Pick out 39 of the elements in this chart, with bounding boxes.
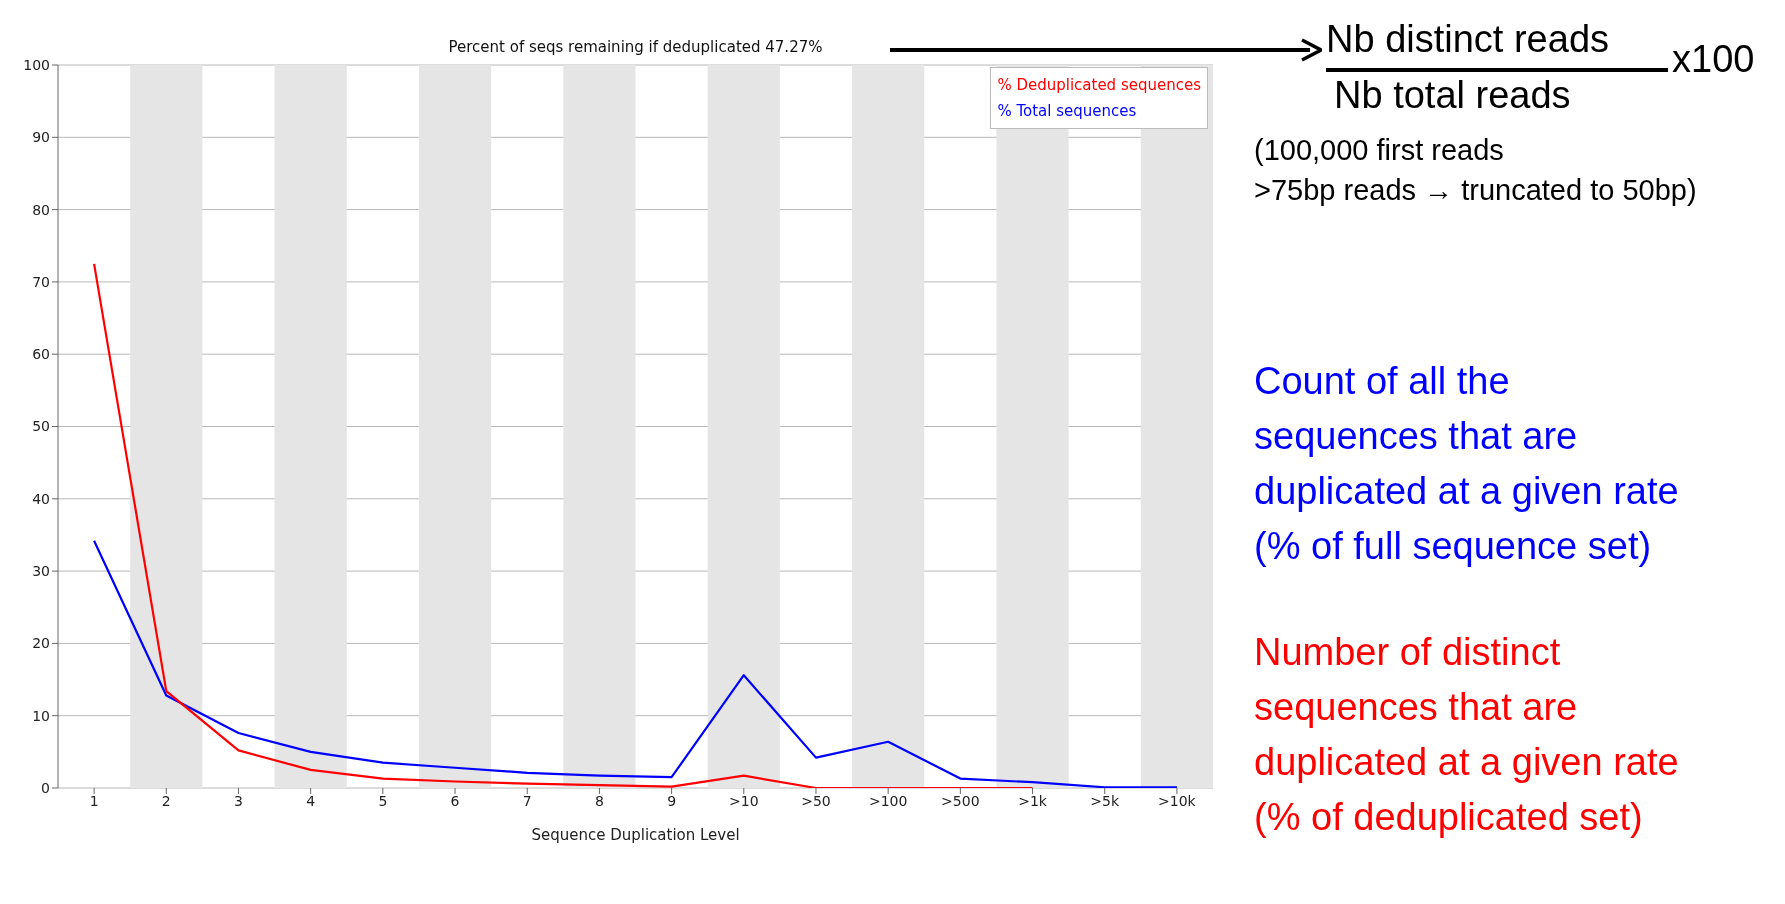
x-tick-label: >100 (868, 792, 908, 809)
line-series (92, 539, 1179, 788)
x-tick-label: 2 (161, 792, 171, 809)
chart-title: Percent of seqs remaining if deduplicated 47.27% (447, 38, 824, 56)
y-tick-label: 20 (32, 635, 50, 652)
y-tick-label: 50 (32, 418, 50, 435)
y-tick-label: 60 (32, 346, 50, 363)
x-tick-label: 6 (450, 792, 460, 809)
text: Nb total reads (1334, 73, 1571, 118)
x-tick-label: >500 (941, 792, 980, 809)
x-tick-label: >5k (1090, 792, 1120, 809)
y-tick-label: 30 (32, 563, 50, 580)
x-tick-label: 5 (378, 792, 388, 809)
text: (100,000 first reads >75bp reads → truncated to 50bp) (1254, 133, 1697, 208)
y-tick-label: 70 (32, 273, 50, 290)
x-tick-label: 3 (234, 792, 243, 809)
text: Nb distinct reads (1326, 17, 1610, 62)
x-tick-label: >10 (729, 792, 759, 809)
x-tick-label: 7 (522, 792, 532, 809)
x-tick-label: 4 (306, 792, 316, 809)
x-tick-label: 9 (667, 792, 677, 809)
x-axis-title: Sequence Duplication Level (531, 826, 740, 844)
y-tick-label: 100 (23, 56, 50, 73)
y-tick-label: 90 (32, 129, 50, 146)
line-series (92, 262, 1034, 788)
text: Count of all the sequences that are duplicated at a given rate (% of full sequence set) (1254, 359, 1679, 569)
x-tick-label: >1k (1018, 792, 1048, 809)
x-tick-label: >10k (1158, 792, 1197, 809)
y-tick-label: 0 (41, 779, 50, 796)
x-tick-label: >50 (801, 792, 831, 809)
y-tick-label: 40 (32, 490, 50, 507)
y-tick-label: 80 (32, 201, 50, 218)
y-tick-label: 10 (32, 707, 50, 724)
text: x100 (1672, 37, 1755, 82)
text: Number of distinct sequences that are duplicated at a given rate (% of deduplicated set) (1254, 630, 1679, 840)
text: % Deduplicated sequences (997, 75, 1201, 96)
text: % Total sequences (997, 101, 1138, 122)
x-tick-label: 8 (594, 792, 604, 809)
x-tick-label: 1 (89, 792, 99, 809)
